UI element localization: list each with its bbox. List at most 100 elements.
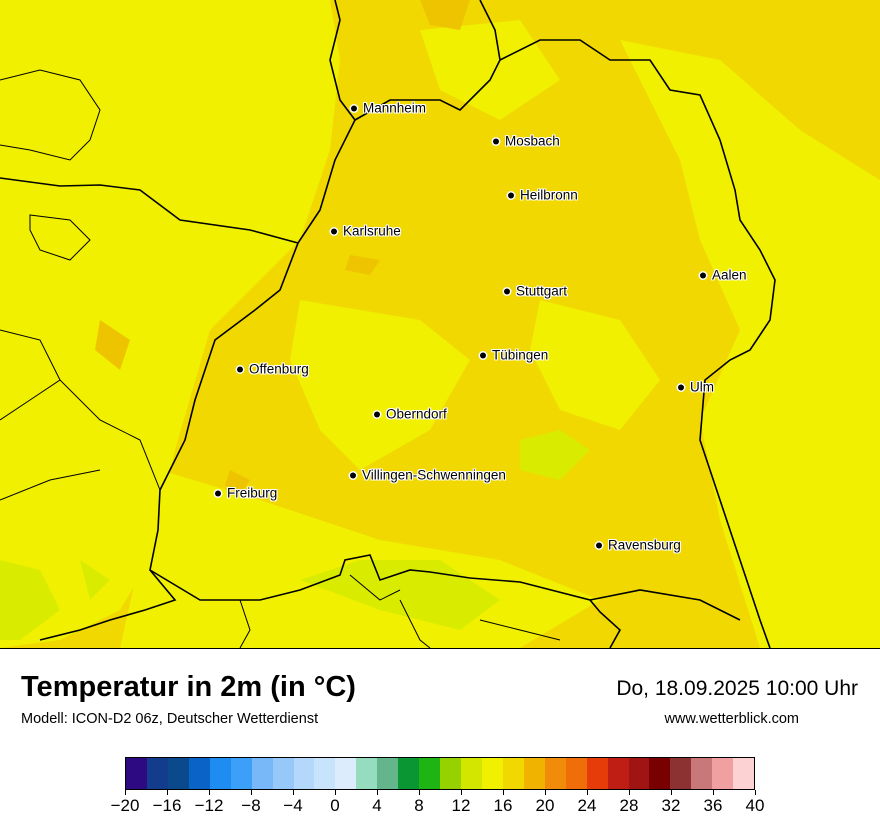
legend-tick-label: −16 — [152, 796, 182, 815]
city-dot-icon — [350, 472, 356, 478]
legend-tick-label: 28 — [619, 796, 639, 815]
legend-swatch — [356, 758, 378, 789]
city-dot-icon — [480, 352, 486, 358]
legend-tick-label: 24 — [577, 796, 597, 815]
legend-tick — [376, 790, 378, 795]
legend-tick-label: −8 — [241, 796, 261, 815]
legend-tick-label: 0 — [330, 796, 340, 815]
city-marker: Karlsruhe — [331, 224, 401, 239]
state-borders — [0, 0, 776, 648]
legend-tick — [124, 790, 126, 795]
legend-tick — [628, 790, 630, 795]
website-link[interactable]: www.wetterblick.com — [664, 711, 799, 727]
city-dot-icon — [678, 384, 684, 390]
legend-swatch — [691, 758, 713, 789]
legend-tick — [544, 790, 546, 795]
legend-tick-label: 32 — [661, 796, 681, 815]
legend-tick — [250, 790, 252, 795]
temperature-field-cooler — [0, 430, 590, 640]
legend-swatch — [314, 758, 336, 789]
legend-swatch — [293, 758, 315, 789]
city-label: Aalen — [712, 267, 747, 283]
city-marker: Heilbronn — [508, 188, 578, 203]
legend-swatch — [419, 758, 441, 789]
legend-swatch — [230, 758, 252, 789]
temperature-field-cool — [0, 0, 880, 648]
city-dot-icon — [215, 490, 221, 496]
forecast-datetime: Do, 18.09.2025 10:00 Uhr — [616, 677, 858, 700]
legend-tick — [460, 790, 462, 795]
legend-swatch — [502, 758, 524, 789]
color-scale-legend — [125, 757, 755, 790]
legend-swatch — [461, 758, 482, 789]
city-dot-icon — [374, 411, 380, 417]
city-marker: Mannheim — [351, 101, 426, 116]
legend-tick-label: 36 — [703, 796, 723, 815]
city-label: Ravensburg — [608, 537, 681, 553]
legend-tick-label: −12 — [194, 796, 224, 815]
city-label: Mosbach — [505, 133, 560, 149]
city-marker: Tübingen — [480, 348, 548, 363]
city-dot-icon — [596, 542, 602, 548]
legend-tick — [712, 790, 714, 795]
city-dot-icon — [700, 272, 706, 278]
city-dot-icon — [508, 192, 514, 198]
legend-tick — [670, 790, 672, 795]
legend-swatch — [628, 758, 650, 789]
legend-tick-label: 16 — [493, 796, 513, 815]
legend-swatch — [544, 758, 566, 789]
legend-swatch — [335, 758, 357, 789]
city-dot-icon — [237, 366, 243, 372]
legend-tick — [418, 790, 420, 795]
legend-tick — [502, 790, 504, 795]
legend-swatch — [733, 758, 755, 789]
legend-swatch — [523, 758, 545, 789]
legend-swatch — [649, 758, 671, 789]
model-source: Modell: ICON-D2 06z, Deutscher Wetterdie… — [21, 711, 319, 727]
legend-tick-label: 12 — [451, 796, 471, 815]
legend-tick — [754, 790, 756, 795]
city-marker: Mosbach — [493, 134, 560, 149]
city-marker: Oberndorf — [374, 407, 447, 422]
legend-swatch — [670, 758, 692, 789]
city-label: Stuttgart — [516, 283, 568, 299]
city-label: Freiburg — [227, 485, 278, 501]
map-canvas — [0, 0, 880, 648]
legend-tick-label: 40 — [745, 796, 765, 815]
district-borders — [0, 69, 561, 648]
legend-swatch — [607, 758, 629, 789]
city-label: Oberndorf — [386, 406, 447, 422]
legend-tick-label: −20 — [110, 796, 140, 815]
city-dot-icon — [504, 288, 510, 294]
legend-swatch — [188, 758, 210, 789]
city-marker: Ravensburg — [596, 538, 681, 553]
legend-tick — [208, 790, 210, 795]
legend-swatch — [398, 758, 420, 789]
city-marker: Villingen-Schwenningen — [350, 468, 506, 483]
city-marker: Offenburg — [237, 362, 309, 377]
legend-swatch — [272, 758, 294, 789]
city-dot-icon — [351, 105, 357, 111]
legend-swatch — [126, 758, 147, 789]
legend-swatch — [586, 758, 608, 789]
map-title: Temperatur in 2m (in °C) — [21, 671, 356, 703]
city-marker: Freiburg — [215, 486, 277, 501]
temperature-map: Mannheim Mosbach Heilbronn Karlsruhe Aal… — [0, 0, 880, 649]
legend-tick — [334, 790, 336, 795]
legend-swatch — [209, 758, 231, 789]
city-label: Mannheim — [363, 100, 427, 116]
map-footer: Temperatur in 2m (in °C) Modell: ICON-D2… — [0, 649, 880, 830]
legend-tick-label: 8 — [414, 796, 424, 815]
city-dot-icon — [331, 228, 337, 234]
color-scale-ticks: −20 −16 −12 −8 −4 0 4 8 12 16 20 24 28 32 36 40 — [111, 790, 764, 820]
legend-tick — [292, 790, 294, 795]
legend-tick-label: −4 — [283, 796, 303, 815]
legend-swatch — [565, 758, 587, 789]
city-marker: Aalen — [700, 268, 747, 283]
legend-tick — [586, 790, 588, 795]
legend-swatch — [481, 758, 503, 789]
city-label: Ulm — [690, 379, 714, 395]
legend-swatch — [377, 758, 399, 789]
legend-tick-label: 20 — [535, 796, 555, 815]
legend-swatch — [440, 758, 461, 789]
